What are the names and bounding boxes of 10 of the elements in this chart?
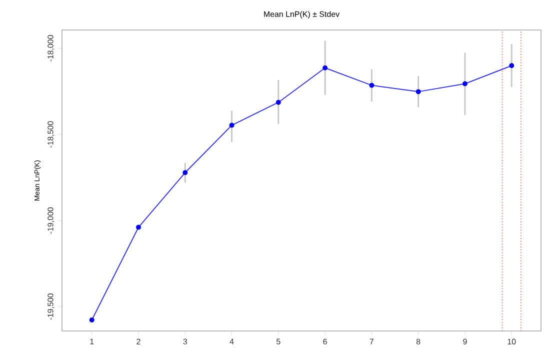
point [462,81,468,86]
point [369,82,374,88]
point [136,224,141,230]
point [322,65,328,70]
point [416,89,421,94]
point [509,63,514,68]
point [276,100,281,105]
point [182,170,188,176]
point [229,122,234,128]
point [89,317,94,322]
